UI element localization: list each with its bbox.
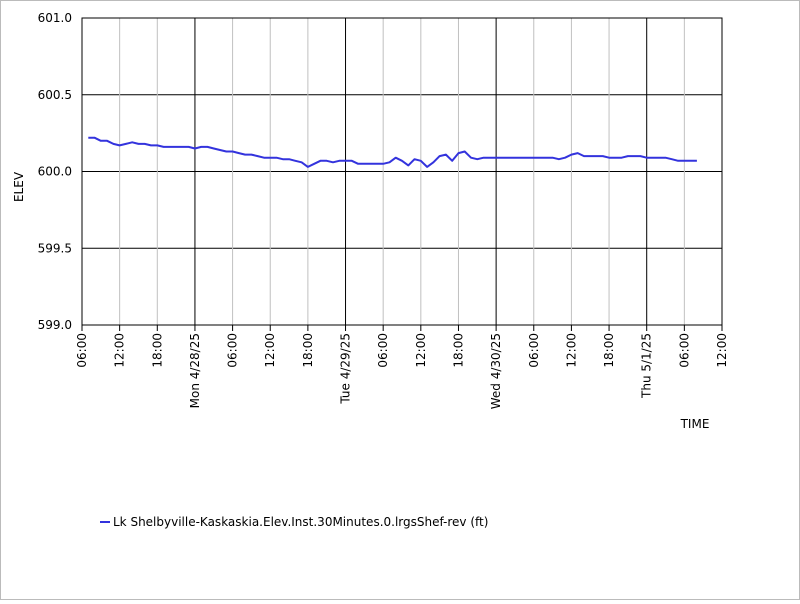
x-tick-label: 12:00: [564, 333, 578, 368]
x-tick-label: 06:00: [75, 333, 89, 368]
y-tick-label: 600.5: [38, 88, 72, 102]
x-tick-label: Wed 4/30/25: [489, 333, 503, 409]
x-tick-label: 12:00: [715, 333, 729, 368]
legend-label: Lk Shelbyville-Kaskaskia.Elev.Inst.30Min…: [113, 515, 488, 529]
x-tick-label: Tue 4/29/25: [339, 333, 353, 405]
y-axis: 599.0 599.5 600.0 600.5 601.0: [38, 11, 72, 332]
plot-area-border: [81, 17, 723, 326]
y-axis-label: ELEV: [12, 171, 26, 202]
x-tick-label: Mon 4/28/25: [188, 333, 202, 408]
y-tick-label: 600.0: [38, 165, 72, 179]
x-tick-label: 18:00: [301, 333, 315, 368]
grid: [81, 17, 723, 326]
series-layer: [88, 136, 697, 168]
x-tick-label: 06:00: [226, 333, 240, 368]
y-tick-label: 599.5: [38, 241, 72, 255]
x-tick-label: 12:00: [113, 333, 127, 368]
x-axis-label: TIME: [680, 417, 710, 431]
x-tick-label: 06:00: [677, 333, 691, 368]
series-line: [88, 136, 697, 168]
x-tick-label: Thu 5/1/25: [640, 333, 654, 399]
y-tick-label: 601.0: [38, 11, 72, 25]
x-tick-label: 18:00: [451, 333, 465, 368]
x-tick-label: 18:00: [150, 333, 164, 368]
y-tick-label: 599.0: [38, 318, 72, 332]
x-tick-label: 06:00: [527, 333, 541, 368]
legend: Lk Shelbyville-Kaskaskia.Elev.Inst.30Min…: [100, 515, 488, 529]
x-tick-label: 06:00: [376, 333, 390, 368]
x-tick-label: 12:00: [263, 333, 277, 368]
x-tick-label: 18:00: [602, 333, 616, 368]
x-tick-label: 12:00: [414, 333, 428, 368]
x-axis: 06:00 12:00 18:00 Mon 4/28/25 06:00 12:00 18:0…: [75, 325, 729, 409]
